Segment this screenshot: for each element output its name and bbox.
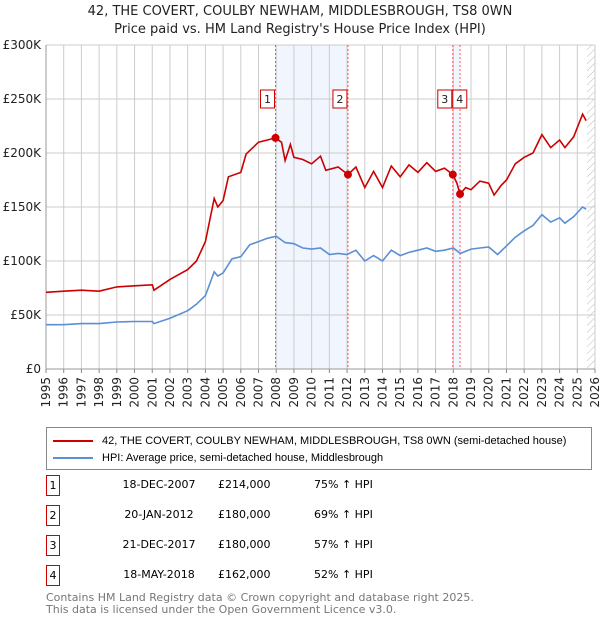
transaction-hpi-change: 69% ↑ HPI <box>314 508 373 521</box>
transaction-price: £180,000 <box>218 538 271 551</box>
x-tick-label: 1995 <box>39 377 53 408</box>
x-tick-label: 2001 <box>145 377 159 408</box>
legend-swatch-blue <box>53 457 93 459</box>
transaction-price: £214,000 <box>218 478 271 491</box>
y-tick-label: £300K <box>3 38 43 52</box>
transaction-marker: 1 <box>46 475 60 496</box>
transaction-price: £180,000 <box>218 508 271 521</box>
x-tick-label: 2017 <box>429 377 443 408</box>
x-tick-label: 2014 <box>375 377 389 408</box>
y-tick-label: £250K <box>3 92 43 106</box>
transaction-row: 1 18-DEC-2007 £214,000 75% ↑ HPI <box>46 475 446 496</box>
legend-label: HPI: Average price, semi-detached house,… <box>102 452 384 464</box>
legend-label: 42, THE COVERT, COULBY NEWHAM, MIDDLESBR… <box>102 435 567 447</box>
x-tick-label: 1999 <box>110 377 124 408</box>
x-tick-label: 1996 <box>57 377 71 408</box>
x-tick-label: 1998 <box>92 377 106 408</box>
legend-item-hpi: HPI: Average price, semi-detached house,… <box>53 451 383 465</box>
x-tick-label: 2000 <box>128 377 142 408</box>
transaction-marker: 3 <box>46 535 60 556</box>
x-tick-label: 2026 <box>588 377 600 408</box>
y-tick-label: £50K <box>10 308 42 322</box>
x-tick-label: 2013 <box>358 377 372 408</box>
sale-label-border <box>332 89 348 109</box>
sale-point <box>448 170 457 179</box>
transaction-marker: 4 <box>46 565 60 586</box>
x-tick-label: 2003 <box>181 377 195 408</box>
x-tick-label: 2023 <box>535 377 549 408</box>
x-tick-label: 2005 <box>216 377 230 408</box>
transaction-date: 18-DEC-2007 <box>122 478 196 491</box>
sale-point <box>343 170 352 179</box>
transaction-date: 18-MAY-2018 <box>123 568 195 581</box>
x-tick-label: 2016 <box>411 377 425 408</box>
transaction-hpi-change: 57% ↑ HPI <box>314 538 373 551</box>
hpi-line <box>46 205 587 326</box>
chart-subtitle: Price paid vs. HM Land Registry's House … <box>114 22 486 37</box>
x-tick-label: 2019 <box>464 377 478 408</box>
x-tick-label: 2011 <box>322 377 336 408</box>
transaction-hpi-change: 75% ↑ HPI <box>314 478 373 491</box>
property-price-line <box>45 112 587 294</box>
x-tick-label: 1997 <box>74 377 88 408</box>
y-tick-label: £100K <box>3 254 43 268</box>
legend-swatch-red <box>53 440 93 442</box>
chart-title: 42, THE COVERT, COULBY NEWHAM, MIDDLESBR… <box>87 4 513 19</box>
x-tick-label: 2002 <box>163 377 177 408</box>
legend: 42, THE COVERT, COULBY NEWHAM, MIDDLESBR… <box>46 427 592 470</box>
x-tick-label: 2010 <box>305 377 319 408</box>
sale-label: 4 <box>456 93 463 106</box>
sale-point <box>271 133 280 142</box>
sale-label-box: 1 <box>260 89 276 109</box>
sale-label: 3 <box>441 93 448 106</box>
y-tick-label: £200K <box>3 146 43 160</box>
transaction-hpi-change: 52% ↑ HPI <box>314 568 373 581</box>
y-tick-label: £0 <box>26 362 41 376</box>
x-tick-label: 2009 <box>287 377 301 408</box>
transaction-date: 20-JAN-2012 <box>124 508 194 521</box>
y-tick-label: £150K <box>3 200 43 214</box>
sale-label: 1 <box>264 93 271 106</box>
transaction-price: £162,000 <box>218 568 271 581</box>
sale-label-box: 4 <box>452 89 468 109</box>
sale-label: 2 <box>336 93 343 106</box>
sale-point <box>456 190 465 199</box>
sale-label-border <box>452 89 468 109</box>
x-tick-label: 2018 <box>446 377 460 408</box>
x-tick-label: 2008 <box>269 377 283 408</box>
transaction-marker: 2 <box>46 505 60 526</box>
x-tick-label: 2007 <box>252 377 266 408</box>
x-tick-label: 2004 <box>198 377 212 408</box>
legend-item-property: 42, THE COVERT, COULBY NEWHAM, MIDDLESBR… <box>53 434 566 448</box>
x-tick-label: 2025 <box>570 377 584 408</box>
transaction-date: 21-DEC-2017 <box>122 538 196 551</box>
sale-label-box: 2 <box>332 89 348 109</box>
x-tick-label: 2022 <box>517 377 531 408</box>
x-tick-label: 2015 <box>393 377 407 408</box>
x-tick-label: 2020 <box>482 377 496 408</box>
transaction-row: 3 21-DEC-2017 £180,000 57% ↑ HPI <box>46 535 446 556</box>
transaction-row: 4 18-MAY-2018 £162,000 52% ↑ HPI <box>46 565 446 586</box>
footer-line: Contains HM Land Registry data © Crown c… <box>46 591 474 604</box>
footer-line: This data is licensed under the Open Gov… <box>46 603 397 616</box>
x-tick-label: 2012 <box>340 377 354 408</box>
x-tick-label: 2024 <box>553 377 567 408</box>
sale-label-box: 3 <box>437 89 453 109</box>
x-tick-label: 2021 <box>499 377 513 408</box>
sale-label-border <box>437 89 453 109</box>
price-chart: 1995 1996 1997 1998 1999 2000 2001 2002 2003 2004… <box>3 38 600 408</box>
sale-label-border <box>260 89 276 109</box>
footer: Contains HM Land Registry data © Crown c… <box>46 592 474 616</box>
x-tick-label: 2006 <box>234 377 248 408</box>
transaction-row: 2 20-JAN-2012 £180,000 69% ↑ HPI <box>46 505 446 526</box>
